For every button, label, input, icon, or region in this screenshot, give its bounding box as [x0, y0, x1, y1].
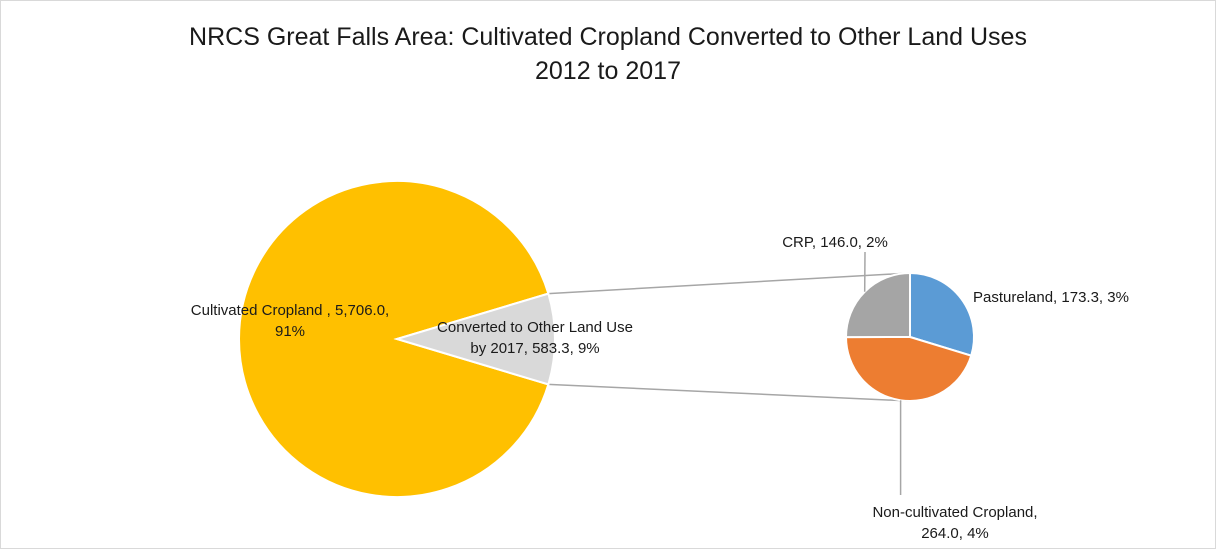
secondary-pie: [844, 271, 975, 402]
connector-line-top: [548, 272, 911, 295]
connector-line-bottom: [548, 383, 911, 402]
slice-pastureland: [909, 271, 975, 357]
label-converted-land-use: Converted to Other Land Use by 2017, 583.…: [437, 319, 633, 357]
label-cultivated-cropland: Cultivated Cropland , 5,706.0, 91%: [191, 302, 389, 340]
chart-title-block: NRCS Great Falls Area: Cultivated Cropla…: [0, 20, 1216, 88]
slice-crp: [844, 271, 911, 339]
label-crp: CRP, 146.0, 2%: [782, 234, 888, 251]
slice-converted-land-use: [393, 292, 556, 386]
leader-lines: [863, 251, 902, 495]
label-pastureland: Pastureland, 173.3, 3%: [973, 289, 1129, 306]
label-non-cultivated-cropland: Non-cultivated Cropland, 264.0, 4%: [872, 504, 1037, 542]
chart-title: NRCS Great Falls Area: Cultivated Cropla…: [189, 23, 1027, 51]
data-labels: Cultivated Cropland , 5,706.0, 91% Convert…: [191, 234, 1129, 542]
main-pie: [238, 180, 556, 498]
chart-subtitle: 2012 to 2017: [535, 57, 681, 85]
connector-lines: [548, 272, 911, 402]
